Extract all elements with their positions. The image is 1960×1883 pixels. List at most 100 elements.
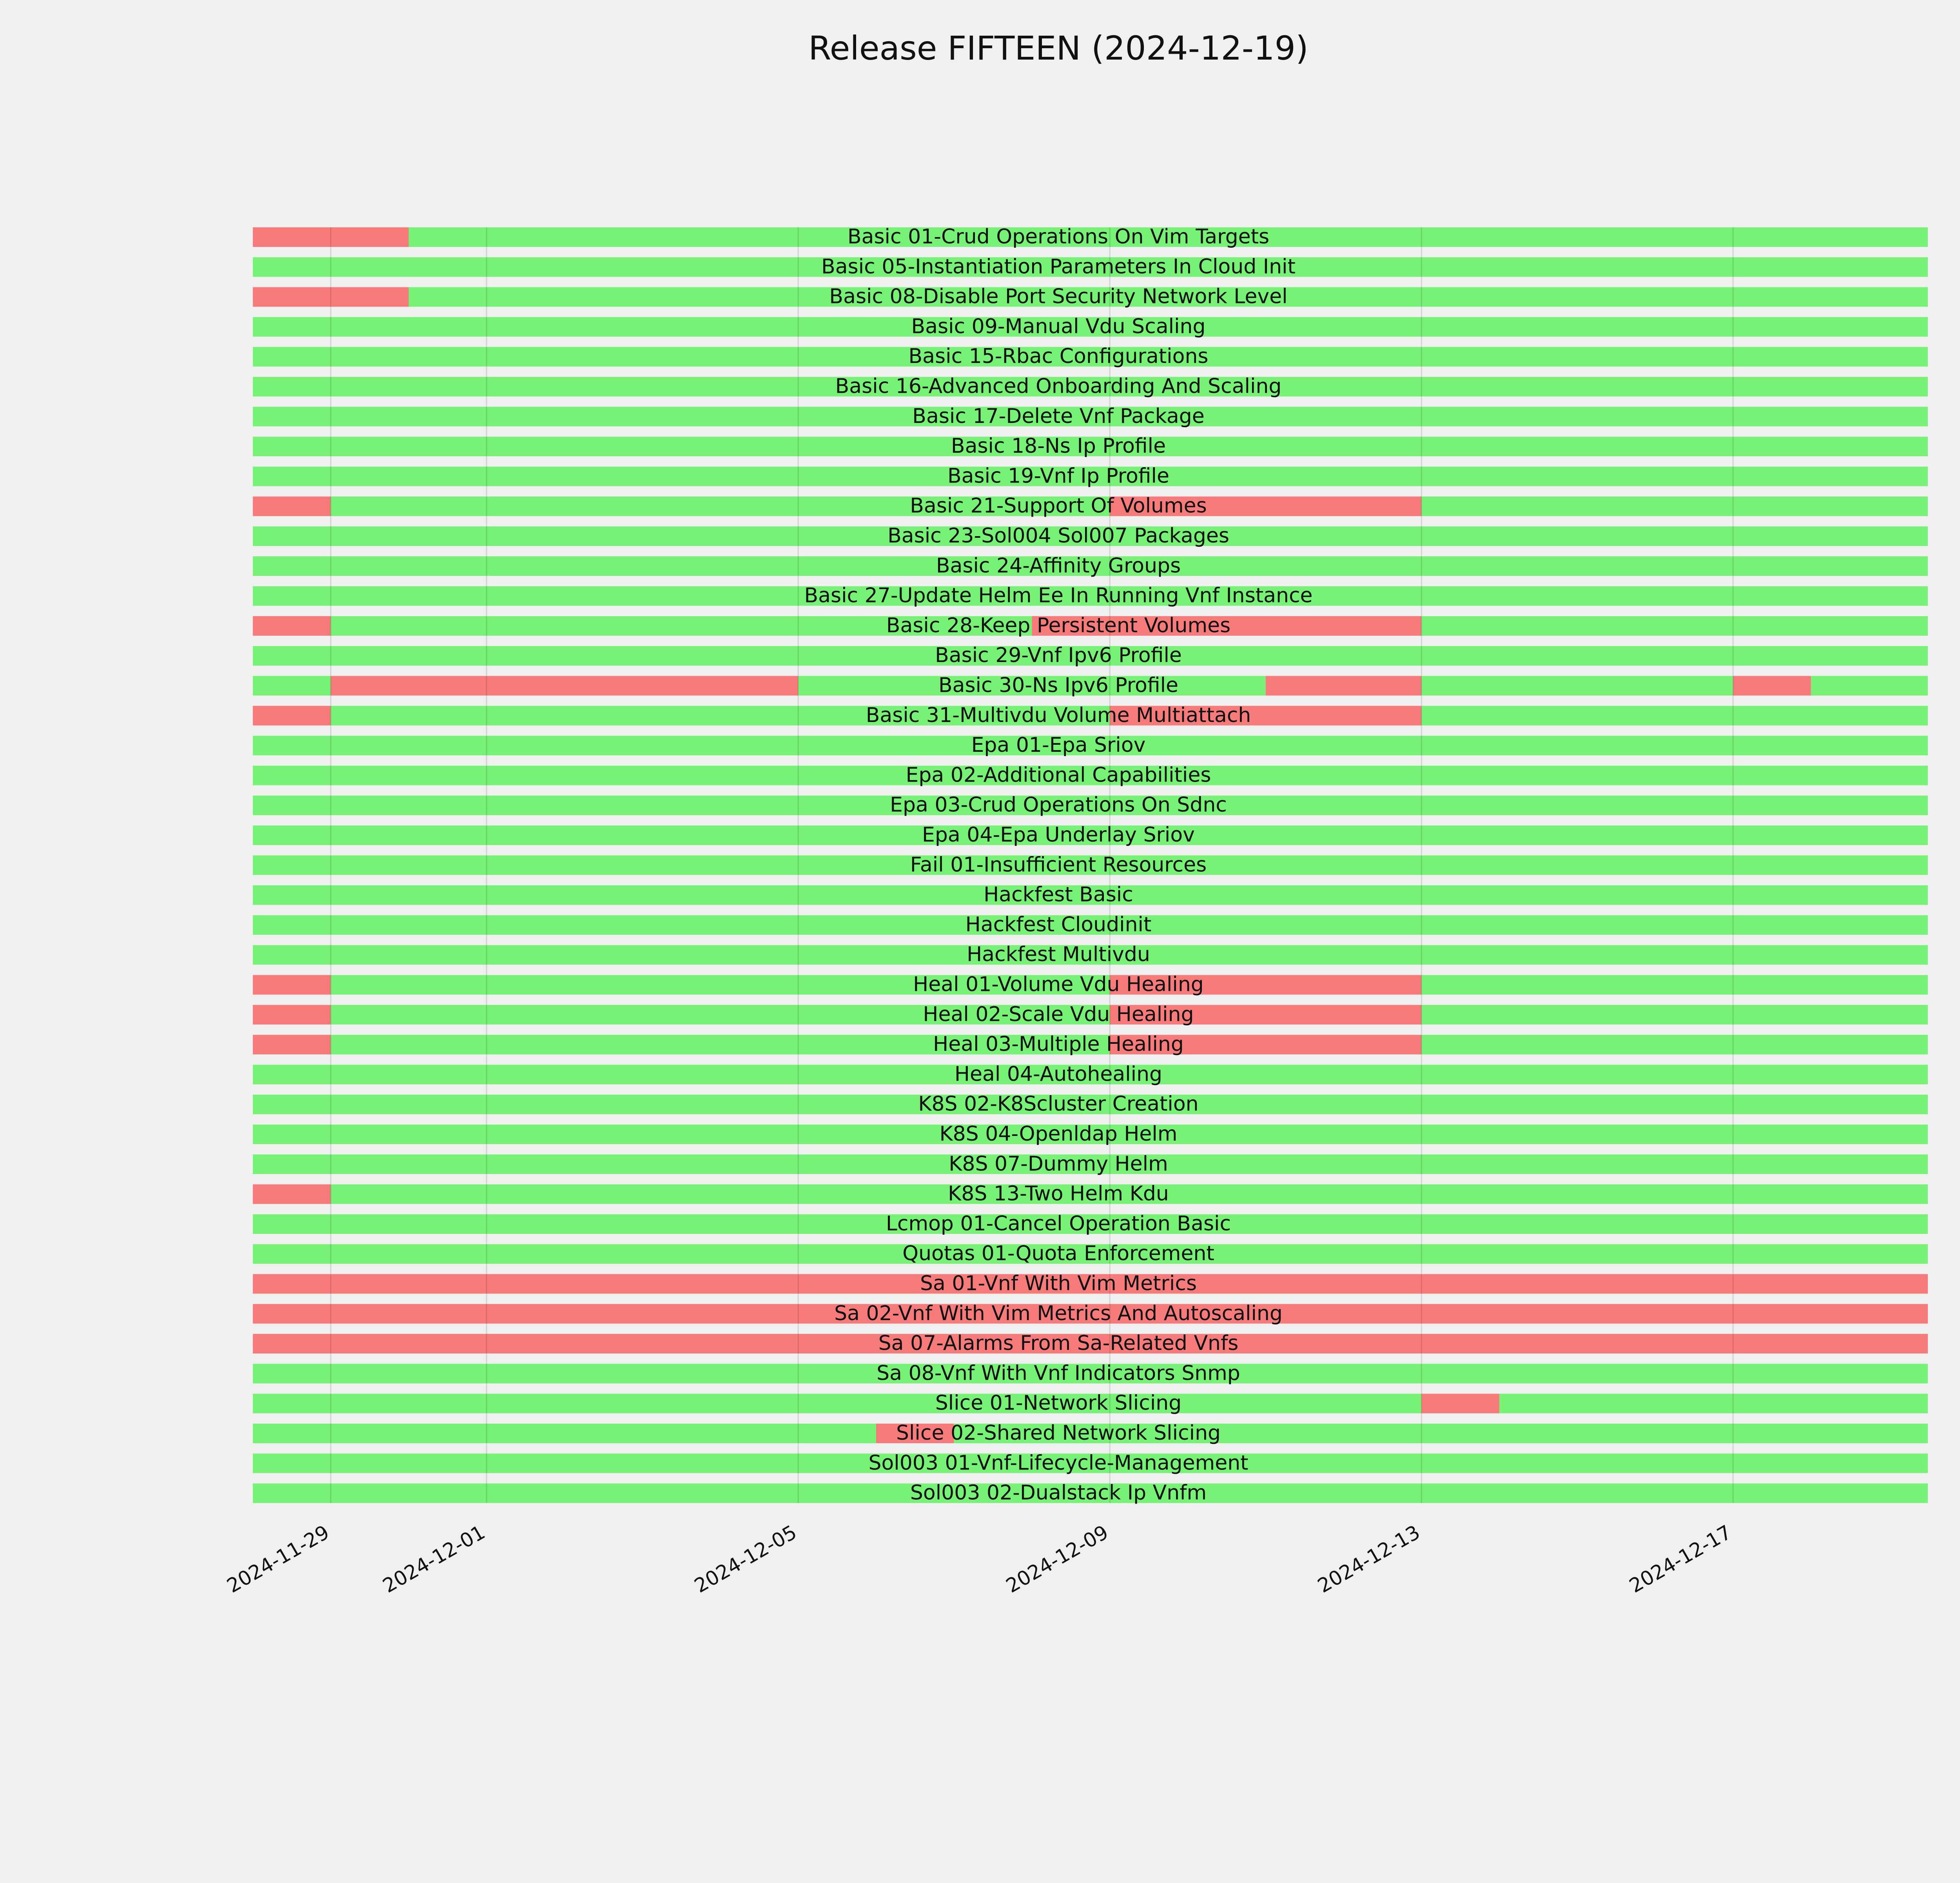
row-label: Quotas 01-Quota Enforcement: [902, 1242, 1214, 1265]
timeline-row: [253, 1214, 1928, 1234]
timeline-row: [253, 825, 1928, 845]
row-label: Sa 08-Vnf With Vnf Indicators Snmp: [877, 1361, 1240, 1385]
segment-fail: [1110, 975, 1422, 995]
grid-layer: [330, 227, 1734, 1503]
timeline-row: [253, 377, 1928, 397]
segment-fail: [1265, 676, 1422, 696]
x-axis-ticks: 2024-11-29 2024-12-01 2024-12-05 2024-12-09…: [223, 1521, 1735, 1598]
timeline-row: [253, 616, 1928, 636]
segment-fail: [1110, 706, 1422, 726]
segment-pass: [253, 646, 1928, 666]
segment-fail: [253, 227, 409, 247]
segment-pass: [253, 1364, 1928, 1384]
segment-pass: [253, 1065, 1928, 1085]
segment-fail: [1032, 616, 1422, 636]
x-tick-label: 2024-11-29: [223, 1521, 333, 1598]
row-label: Heal 02-Scale Vdu Healing: [923, 1003, 1194, 1026]
row-label: K8S 13-Two Helm Kdu: [948, 1182, 1169, 1206]
x-tick-label: 2024-12-17: [1625, 1521, 1735, 1598]
timeline-row: [253, 975, 1928, 995]
segment-fail: [1110, 1035, 1422, 1055]
segment-pass: [253, 885, 1928, 905]
row-label: Sa 02-Vnf With Vim Metrics And Autoscali…: [834, 1302, 1283, 1325]
row-label: Basic 29-Vnf Ipv6 Profile: [935, 644, 1182, 667]
timeline-row: [253, 406, 1928, 426]
segment-pass: [330, 975, 1110, 995]
row-label: Heal 04-Autohealing: [955, 1062, 1162, 1086]
timeline-row: [253, 586, 1928, 606]
timeline-row: [253, 736, 1928, 756]
timeline-row: [253, 1005, 1928, 1025]
row-label: Basic 21-Support Of Volumes: [910, 494, 1207, 518]
row-label: Basic 28-Keep Persistent Volumes: [886, 614, 1230, 637]
timeline-row: [253, 317, 1928, 337]
segment-pass: [253, 915, 1928, 935]
timeline-row: [253, 706, 1928, 726]
timeline-row: [253, 855, 1928, 875]
row-label: Heal 01-Volume Vdu Healing: [913, 973, 1204, 996]
segment-fail: [876, 1424, 954, 1443]
segment-fail: [253, 1184, 331, 1204]
segment-pass: [408, 287, 1928, 307]
segment-pass: [330, 706, 1110, 726]
row-label: Sol003 01-Vnf-Lifecycle-Management: [868, 1451, 1248, 1475]
row-label: Basic 18-Ns Ip Profile: [951, 434, 1166, 458]
segment-pass: [330, 1184, 1928, 1204]
timeline-row: [253, 227, 1928, 247]
segment-pass: [1421, 1035, 1928, 1055]
timeline-row: [253, 1035, 1928, 1055]
row-label: Fail 01-Insufficient Resources: [910, 853, 1207, 876]
row-label: Basic 09-Manual Vdu Scaling: [911, 315, 1205, 338]
segment-pass: [253, 1453, 1928, 1473]
segment-pass: [253, 1393, 1422, 1413]
row-label: Basic 17-Delete Vnf Package: [912, 405, 1204, 428]
row-label: Basic 08-Disable Port Security Network L…: [829, 285, 1287, 308]
row-label: Epa 03-Crud Operations On Sdnc: [890, 793, 1227, 817]
row-label: Basic 05-Instantiation Parameters In Clo…: [821, 255, 1296, 278]
row-label: Epa 01-Epa Sriov: [971, 733, 1146, 757]
segment-pass: [253, 855, 1928, 875]
x-tick-label: 2024-12-01: [379, 1521, 489, 1598]
segment-pass: [253, 1214, 1928, 1234]
segment-pass: [330, 1005, 1110, 1025]
segment-pass: [330, 616, 1032, 636]
segment-fail: [1733, 676, 1811, 696]
row-label: Sol003 02-Dualstack Ip Vnfm: [910, 1481, 1207, 1505]
row-label: Basic 31-Multivdu Volume Multiattach: [866, 704, 1251, 727]
segment-fail: [253, 1304, 1928, 1324]
row-label: Epa 04-Epa Underlay Sriov: [922, 823, 1195, 847]
row-label: K8S 07-Dummy Helm: [949, 1152, 1168, 1176]
timeline-row: [253, 1453, 1928, 1473]
timeline-row: [253, 1334, 1928, 1354]
timeline-row: [253, 526, 1928, 546]
segment-pass: [253, 825, 1928, 845]
timeline-row: [253, 795, 1928, 815]
segment-fail: [253, 975, 331, 995]
row-label: Epa 02-Additional Capabilities: [906, 763, 1211, 787]
row-label: Basic 16-Advanced Onboarding And Scaling: [835, 375, 1282, 398]
row-label: Basic 24-Affinity Groups: [936, 554, 1181, 577]
timeline-row: [253, 1424, 1928, 1443]
row-label: Basic 23-Sol004 Sol007 Packages: [887, 524, 1229, 548]
row-label: Basic 01-Crud Operations On Vim Targets: [848, 225, 1269, 249]
segment-fail: [1421, 1393, 1499, 1413]
row-label: Hackfest Basic: [984, 883, 1133, 907]
row-labels-layer: Basic 01-Crud Operations On Vim Targets B…: [804, 225, 1312, 1505]
segment-pass: [1811, 676, 1928, 696]
segment-pass: [253, 586, 1928, 606]
timeline-row: [253, 945, 1928, 965]
segment-pass: [253, 317, 1928, 337]
timeline-row: [253, 257, 1928, 277]
segment-pass: [253, 1125, 1928, 1144]
segment-pass: [1421, 496, 1928, 516]
timeline-row: [253, 885, 1928, 905]
row-label: Basic 15-Rbac Configurations: [909, 345, 1209, 368]
segment-pass: [1421, 975, 1928, 995]
timeline-row: [253, 437, 1928, 457]
segment-pass: [253, 406, 1928, 426]
row-label: Basic 30-Ns Ipv6 Profile: [938, 674, 1178, 697]
row-label: Sa 01-Vnf With Vim Metrics: [920, 1272, 1197, 1295]
segment-pass: [253, 1244, 1928, 1264]
